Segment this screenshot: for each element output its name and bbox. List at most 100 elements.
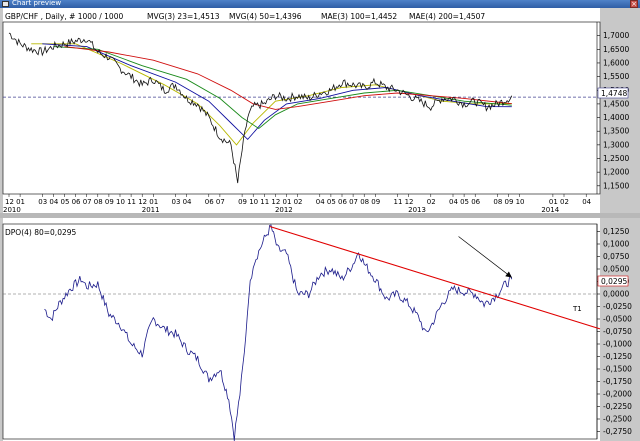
x-month-label: 09: [238, 198, 247, 206]
price-y-tick-label: 1,3500: [603, 127, 629, 136]
dpo-arrowhead: [505, 271, 512, 278]
x-month-label: 06: [471, 198, 480, 206]
dpo-indicator-label: DPO(4) 80=0,0295: [5, 228, 77, 237]
dpo-y-tick-label: 0,1250: [603, 227, 629, 236]
symbol-label: GBP/CHF , Daily, # 1000 / 1000: [5, 12, 123, 21]
legend-mae4: MAE(4) 200=1,4507: [409, 12, 485, 21]
dpo-y-tick-label: -0,1250: [603, 352, 632, 361]
price-y-tick-label: 1,1500: [603, 181, 629, 190]
price-last-value-label: 1,4748: [601, 89, 627, 98]
price-legend: GBP/CHF , Daily, # 1000 / 1000 MVG(3) 23…: [5, 12, 485, 21]
x-year-label: 2010: [3, 206, 21, 214]
dpo-series-line: [44, 224, 513, 441]
x-month-label: 06: [205, 198, 214, 206]
x-month-label: 08: [94, 198, 103, 206]
x-month-label: 02: [560, 198, 569, 206]
legend-mvg3: MVG(3) 23=1,4513: [147, 12, 220, 21]
chart-canvas: 1,70001,65001,60001,55001,50001,45001,40…: [0, 8, 640, 441]
dpo-y-tick-label: -0,1750: [603, 377, 632, 386]
x-month-label: 02: [427, 198, 436, 206]
x-month-label: 04: [449, 198, 458, 206]
legend-mae3: MAE(3) 100=1,4452: [321, 12, 397, 21]
x-month-label: 04: [49, 198, 58, 206]
x-month-label: 06: [72, 198, 81, 206]
moving-averages: [31, 43, 512, 146]
x-month-label: 09: [505, 198, 514, 206]
oscillator-y-axis-ticks: 0,12500,10000,07500,05000,02500,0000-0,0…: [597, 227, 632, 436]
x-month-label: 10: [249, 198, 258, 206]
price-y-tick-label: 1,7000: [603, 31, 629, 40]
x-month-label: 03: [172, 198, 181, 206]
x-month-label: 11: [260, 198, 269, 206]
price-y-tick-label: 1,2000: [603, 168, 629, 177]
x-month-label: 04: [316, 198, 325, 206]
x-month-label: 01: [283, 198, 292, 206]
x-month-label: 12: [5, 198, 14, 206]
x-month-label: 03: [38, 198, 47, 206]
dpo-y-tick-label: -0,2000: [603, 390, 632, 399]
x-month-label: 05: [327, 198, 336, 206]
window-title: Chart preview: [12, 0, 62, 7]
dpo-y-tick-label: -0,2500: [603, 415, 632, 424]
dpo-last-value-box: [597, 275, 629, 287]
x-year-label: 2013: [408, 206, 426, 214]
dpo-y-tick-label: -0,2750: [603, 427, 632, 436]
legend-mvg4: MVG(4) 50=1,4396: [229, 12, 302, 21]
price-y-tick-label: 1,4000: [603, 113, 629, 122]
dpo-annotation-arrow: [458, 236, 513, 278]
x-month-label: 11: [127, 198, 136, 206]
dpo-y-tick-label: 0,0750: [603, 252, 629, 261]
x-month-label: 04: [582, 198, 591, 206]
x-year-label: 2011: [142, 206, 160, 214]
x-month-label: 12: [138, 198, 147, 206]
price-y-tick-label: 1,4500: [603, 99, 629, 108]
moving-average-line-2: [42, 43, 512, 141]
x-month-label: 08: [360, 198, 369, 206]
x-month-label: 05: [460, 198, 469, 206]
dpo-y-tick-label: -0,2250: [603, 402, 632, 411]
x-month-label: 09: [371, 198, 380, 206]
moving-average-line-3: [53, 46, 512, 130]
x-month-label: 10: [116, 198, 125, 206]
price-last-value-box: [597, 87, 629, 99]
panel-splitter[interactable]: [0, 213, 640, 218]
x-month-label: 10: [516, 198, 525, 206]
x-month-label: 07: [83, 198, 92, 206]
x-month-label: 12: [405, 198, 414, 206]
dpo-y-tick-label: 0,1000: [603, 240, 629, 249]
window-titlebar[interactable]: Chart preview ×: [0, 0, 640, 8]
price-series-line: [8, 32, 513, 184]
dpo-y-tick-label: -0,0500: [603, 315, 632, 324]
x-month-label: 11: [394, 198, 403, 206]
x-month-label: 08: [493, 198, 502, 206]
price-y-axis-ticks: 1,70001,65001,60001,55001,50001,45001,40…: [597, 31, 629, 190]
dpo-y-tick-label: -0,1500: [603, 365, 632, 374]
x-year-label: 2012: [275, 206, 293, 214]
moving-average-line-1: [31, 43, 512, 146]
x-month-label: 12: [271, 198, 280, 206]
moving-average-line-4: [64, 46, 512, 110]
x-month-label: 02: [294, 198, 303, 206]
price-y-tick-label: 1,2500: [603, 154, 629, 163]
x-month-label: 09: [105, 198, 114, 206]
dpo-y-tick-label: -0,1000: [603, 340, 632, 349]
dpo-y-tick-label: -0,0250: [603, 302, 632, 311]
x-month-label: 07: [349, 198, 358, 206]
x-month-label: 01: [149, 198, 158, 206]
close-button[interactable]: ×: [630, 0, 638, 8]
x-month-label: 05: [61, 198, 70, 206]
x-axis-month-labels: 12 01 03 04 05 06 07 08 09 10 11 12 01 03 04 06 07 09 10 11…: [5, 194, 592, 206]
x-month-label: 01: [549, 198, 558, 206]
x-year-label: 2014: [541, 206, 559, 214]
price-y-tick-label: 1,6000: [603, 58, 629, 67]
x-axis-year-labels: 2010 2011 2012 2013 2014: [3, 206, 560, 214]
price-plot-area: [2, 21, 601, 195]
x-month-label: 01: [16, 198, 25, 206]
x-month-label: 06: [338, 198, 347, 206]
dpo-y-tick-label: 0,0500: [603, 265, 629, 274]
dpo-y-tick-label: 0,0000: [603, 290, 629, 299]
trendline-label: T1: [572, 305, 582, 313]
oscillator-plot-area: [2, 223, 598, 440]
price-y-tick-label: 1,5500: [603, 72, 629, 81]
